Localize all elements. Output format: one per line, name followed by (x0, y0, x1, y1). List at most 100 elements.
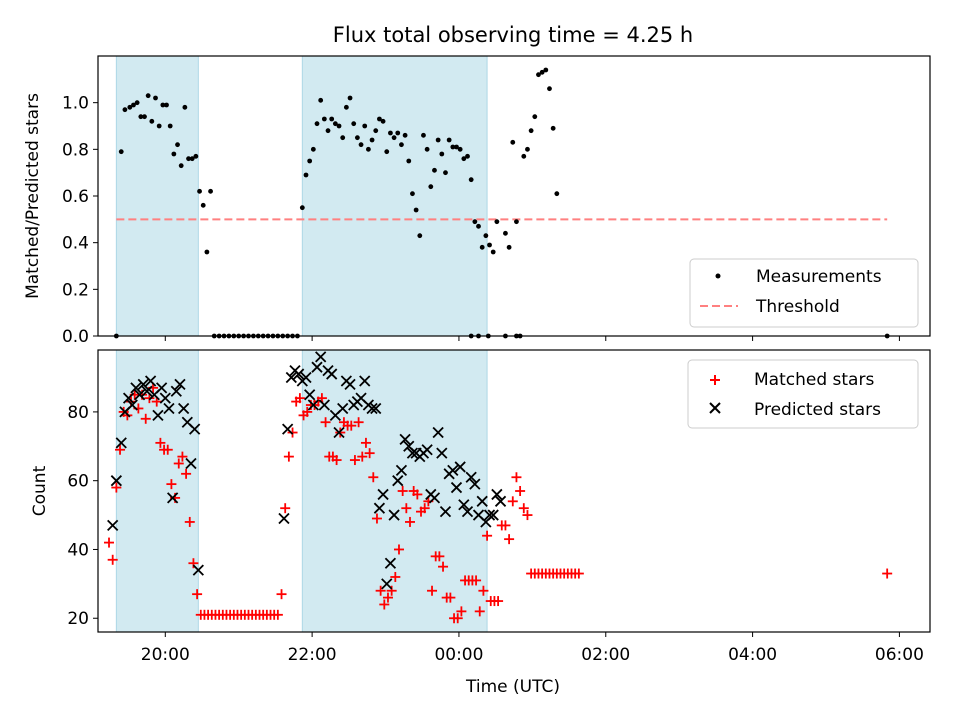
x-tick-label: 00:00 (434, 645, 483, 665)
matched-star-point (280, 503, 291, 514)
measurement-point (450, 144, 456, 150)
matched-star-point (115, 444, 126, 455)
legend-measurements-label: Measurements (756, 267, 882, 287)
matched-star-point (882, 568, 893, 579)
measurement-point (439, 151, 445, 157)
measurement-point (329, 116, 335, 122)
predicted-star-point (465, 471, 477, 483)
measurement-point (417, 233, 423, 239)
predicted-star-point (133, 389, 146, 401)
measurement-point (521, 153, 527, 159)
measurement-point (421, 132, 426, 138)
measurement-point (490, 249, 496, 255)
matched-star-point (379, 599, 390, 610)
measurement-point (325, 128, 331, 134)
x-tick-label: 20:00 (141, 645, 190, 665)
predicted-star-point (166, 492, 179, 504)
predicted-star-point (155, 382, 168, 394)
measurement-point (413, 207, 419, 213)
predicted-star-point (377, 488, 389, 501)
measurement-point (336, 123, 342, 129)
predicted-star-point (406, 447, 419, 459)
measurement-point (131, 102, 136, 108)
legend-measurements-marker (715, 273, 721, 279)
measurement-point (160, 102, 166, 108)
predicted-star-point (285, 371, 297, 384)
measurement-point (384, 149, 390, 155)
measurement-point (318, 97, 324, 103)
matched-star-point (320, 417, 331, 428)
measurement-point (307, 158, 313, 164)
predicted-star-point (122, 392, 135, 404)
matched-star-point (471, 575, 482, 586)
measurement-point (377, 116, 382, 122)
legend-threshold-label: Threshold (755, 297, 840, 317)
figure-title: Flux total observing time = 4.25 h (333, 23, 693, 47)
matched-star-point (438, 561, 449, 572)
ratio-y-tick-label: 0.2 (62, 280, 89, 300)
measurement-point (186, 156, 191, 162)
measurement-point (402, 132, 408, 138)
predicted-star-point (370, 402, 382, 415)
measurement-point (503, 230, 508, 236)
matched-star-point (412, 489, 423, 500)
measurement-point (200, 202, 206, 208)
matched-star-point (390, 571, 401, 582)
matched-star-point (456, 606, 467, 617)
predicted-star-point (115, 437, 127, 449)
measurement-point (197, 188, 202, 194)
predicted-star-point (491, 488, 503, 501)
predicted-star-point (107, 519, 119, 532)
predicted-star-point (185, 457, 197, 470)
matched-star-point (302, 406, 313, 417)
measurement-point (391, 135, 397, 141)
measurement-point (395, 130, 401, 136)
measurement-point (406, 158, 412, 164)
predicted-star-point (307, 399, 319, 411)
measurement-point (145, 93, 151, 99)
matched-star-point (331, 455, 342, 466)
measurement-point (149, 118, 155, 124)
predicted-star-point (137, 378, 149, 391)
count-y-ticks: 20 40 60 80 (67, 403, 98, 629)
measurement-point (443, 170, 448, 176)
ratio-legend-box (689, 258, 919, 328)
matched-star-point (518, 503, 529, 514)
measurement-point (388, 130, 393, 136)
predicted-star-point (130, 382, 142, 394)
measurement-point (543, 67, 549, 73)
predicted-star-point (373, 502, 386, 514)
predicted-star-point (392, 475, 404, 487)
predicted-star-point (293, 368, 305, 380)
measurement-point (457, 146, 463, 152)
matched-star-point (173, 458, 184, 469)
measurement-point (550, 125, 556, 131)
matched-star-point (107, 554, 118, 565)
measurement-point (138, 114, 144, 120)
matched-star-point (368, 472, 379, 483)
predicted-star-point (110, 475, 122, 487)
matched-star-point (111, 482, 122, 493)
measurement-point (465, 153, 470, 159)
measurement-point (354, 135, 360, 141)
matched-star-point (346, 420, 357, 431)
predicted-star-point (399, 433, 411, 446)
predicted-star-point (432, 426, 444, 439)
measurement-point (321, 116, 327, 122)
predicted-star-point (344, 378, 356, 391)
predicted-star-point (366, 402, 378, 415)
matched-star-point (375, 585, 386, 596)
predicted-star-point (278, 512, 290, 525)
ratio-y-tick-label: 0.6 (62, 187, 89, 207)
measurement-point (410, 191, 415, 197)
predicted-star-point (126, 399, 138, 411)
measurement-point (532, 114, 538, 120)
measurement-point (156, 123, 162, 129)
predicted-star-point (388, 509, 400, 521)
predicted-star-point (333, 426, 345, 439)
measurement-point (343, 104, 349, 110)
measurement-point (479, 244, 485, 250)
predicted-star-point (458, 499, 470, 511)
measurement-point (178, 163, 184, 169)
measurement-point (510, 139, 516, 145)
